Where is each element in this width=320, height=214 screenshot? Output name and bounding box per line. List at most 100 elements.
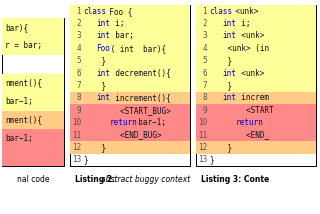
Bar [70,129,190,141]
Text: 8: 8 [202,93,207,102]
Bar [70,55,190,67]
Bar [70,42,190,55]
Text: 7: 7 [202,81,207,90]
Bar [2,73,64,92]
Text: 12: 12 [72,143,81,152]
Text: }: } [83,155,88,164]
Text: int: int [96,19,110,28]
Text: decrement(){: decrement(){ [106,69,171,78]
Text: 5: 5 [76,56,81,65]
Text: nment(){: nment(){ [5,78,42,87]
Text: int: int [222,69,236,78]
Text: 10: 10 [72,118,81,127]
Bar [70,67,190,79]
Text: bar){: bar){ [5,23,28,32]
Text: int: int [222,19,236,28]
Text: <START_BUG>: <START_BUG> [83,106,171,115]
Bar [196,55,316,67]
Bar [196,67,316,79]
Text: 2: 2 [202,19,207,28]
Text: Foo {: Foo { [100,7,132,16]
Text: }: } [209,56,232,65]
Text: int: int [222,31,236,40]
Text: 7: 7 [76,81,81,90]
Bar [2,147,64,166]
Bar [196,5,316,17]
Text: 5: 5 [202,56,207,65]
Bar [196,141,316,154]
Text: 13: 13 [198,155,207,164]
Bar [70,104,190,116]
Text: Foo: Foo [96,44,110,53]
Text: <END_BUG>: <END_BUG> [83,131,162,140]
Text: return: return [109,118,137,127]
Text: 9: 9 [76,106,81,115]
Text: 8: 8 [76,93,81,102]
Text: }: } [83,81,106,90]
Text: 6: 6 [76,69,81,78]
Bar [196,5,316,166]
Bar [2,18,64,166]
Text: return: return [236,118,263,127]
Text: increment(){: increment(){ [106,93,171,102]
Text: r = bar;: r = bar; [5,41,42,50]
Bar [196,104,316,116]
Bar [196,79,316,92]
Bar [70,92,190,104]
Text: 3: 3 [202,31,207,40]
Bar [196,42,316,55]
Bar [196,116,316,129]
Bar [70,30,190,42]
Bar [70,5,190,166]
Text: int: int [222,93,236,102]
Bar [70,17,190,30]
Text: 6: 6 [202,69,207,78]
Text: 1: 1 [76,7,81,16]
Text: class: class [209,7,232,16]
Text: }: } [83,143,106,152]
Text: 2: 2 [76,19,81,28]
Text: bar−1;: bar−1; [5,97,33,106]
Text: i;: i; [106,19,124,28]
Text: class: class [83,7,106,16]
Text: 4: 4 [76,44,81,53]
Text: int: int [96,31,110,40]
Text: ( int  bar){: ( int bar){ [106,44,166,53]
Text: 13: 13 [72,155,81,164]
Text: 9: 9 [202,106,207,115]
Text: 10: 10 [198,118,207,127]
Bar [70,141,190,154]
Bar [2,110,64,129]
Bar [196,92,316,104]
Bar [70,79,190,92]
Text: bar−1;: bar−1; [5,134,33,143]
Bar [196,17,316,30]
Text: 11: 11 [198,131,207,140]
Bar [2,18,64,37]
Text: int: int [96,69,110,78]
Text: bar;: bar; [106,31,134,40]
Bar [2,37,64,55]
Text: <unk> (in: <unk> (in [209,44,269,53]
Text: int: int [96,93,110,102]
Bar [2,92,64,110]
Bar [196,30,316,42]
Text: 3: 3 [76,31,81,40]
Text: <unk>: <unk> [232,69,264,78]
Text: 1: 1 [202,7,207,16]
Text: }: } [209,143,232,152]
Text: <END_: <END_ [209,131,269,140]
Bar [196,129,316,141]
Text: }: } [83,56,106,65]
Text: bar−1;: bar−1; [129,118,166,127]
Text: 4: 4 [202,44,207,53]
Text: <unk>: <unk> [226,7,258,16]
Text: 12: 12 [198,143,207,152]
Text: nal code: nal code [17,175,49,184]
Bar [70,116,190,129]
Text: nment(){: nment(){ [5,115,42,124]
Text: increm: increm [232,93,269,102]
Text: }: } [209,81,232,90]
Bar [70,5,190,17]
Bar [2,129,64,147]
